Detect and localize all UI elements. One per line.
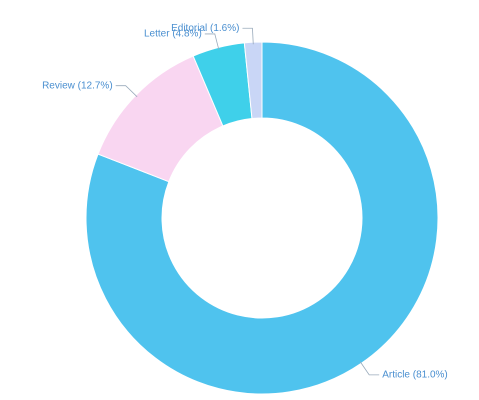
leader-line [115,85,138,98]
leader-line [204,33,220,50]
donut-slice [85,41,439,395]
donut-slice [243,41,263,120]
slice-label: Letter (4.8%) [144,29,202,40]
slice-label: Editorial (1.6%) [171,23,239,34]
leader-line [359,361,380,376]
slice-label: Article (81.0%) [382,370,448,381]
leader-line [242,27,254,45]
slice-label: Review (12.7%) [42,80,113,91]
